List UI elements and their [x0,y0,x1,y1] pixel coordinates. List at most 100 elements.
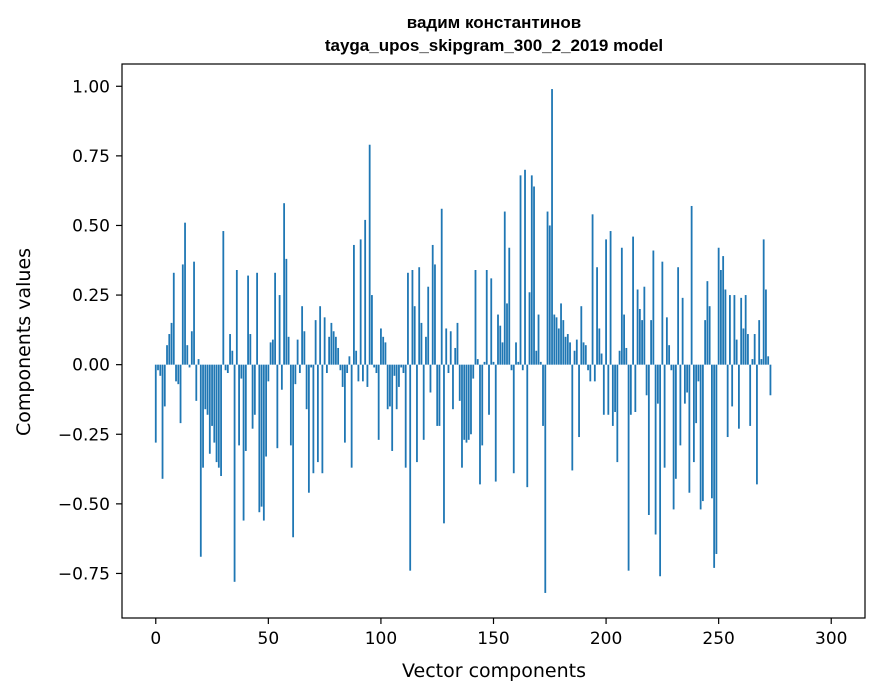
bar-196 [596,267,598,365]
bar-245 [706,281,709,365]
bar-102 [384,342,387,365]
bar-8 [172,272,175,365]
bar-164 [524,169,526,365]
bar-114 [411,270,414,365]
bar-148 [488,364,490,415]
bar-202 [609,231,612,365]
bar-238 [690,205,693,365]
bar-55 [278,295,281,365]
bar-254 [726,364,729,438]
y-axis-ticks: 1.00 0.75 0.50 0.25 0.00 −0.25 −0.50 −0.75 [58,77,122,584]
bar-189 [580,306,583,365]
bar-233 [679,364,682,446]
bar-139 [467,364,470,440]
bar-188 [578,364,580,438]
x-tick-label: 300 [815,629,847,649]
bar-260 [740,297,743,365]
bar-70 [312,364,315,474]
bar-96 [371,295,373,365]
bar-7 [170,322,173,365]
bar-269 [760,359,763,365]
bar-236 [686,364,689,393]
bar-175 [548,225,551,365]
y-tick-label: 0.00 [72,356,110,376]
bar-62 [294,364,297,385]
bar-144 [479,364,481,485]
bar-31 [224,364,227,371]
bar-147 [485,270,488,365]
bar-71 [314,320,317,365]
bar-138 [465,364,468,443]
bar-111 [404,364,407,468]
bar-193 [589,364,592,382]
bar-68 [307,364,310,493]
bar-157 [508,247,511,365]
bar-194 [591,214,594,365]
bar-267 [756,364,758,485]
bar-56 [280,364,283,390]
bar-6 [168,334,171,365]
bar-75 [323,317,326,365]
bar-72 [316,364,319,463]
bar-154 [501,342,504,365]
bar-209 [625,347,628,365]
bar-106 [393,364,396,376]
bar-163 [521,364,524,371]
bar-216 [641,320,643,365]
x-axis-ticks: 0 50 100 150 200 250 300 [150,618,847,649]
bar-184 [569,342,571,365]
bar-73 [319,306,322,365]
bar-47 [260,364,263,507]
bar-244 [704,320,707,365]
bar-66 [303,331,306,365]
x-tick-label: 200 [590,629,622,649]
bar-243 [701,364,704,502]
bar-152 [497,314,499,365]
plot-frame [121,63,866,619]
bar-170 [537,314,540,365]
bar-117 [418,267,421,365]
y-tick-label: −0.25 [58,425,110,445]
bar-40 [244,364,247,451]
bar-235 [683,364,686,404]
bar-64 [298,364,301,374]
bar-113 [409,364,412,571]
bar-222 [654,364,657,535]
bar-141 [472,364,475,379]
bar-237 [688,364,691,493]
bar-149 [490,278,493,365]
bar-203 [611,364,614,426]
bar-253 [724,289,727,365]
bar-190 [582,342,585,365]
bar-78 [330,322,333,365]
bar-15 [188,364,191,368]
bar-272 [767,356,770,365]
bar-105 [391,364,394,451]
bar-49 [265,364,267,457]
bar-169 [535,350,538,365]
bar-20 [199,364,202,557]
bar-167 [530,175,533,365]
bar-58 [285,258,288,365]
bar-145 [481,364,484,446]
bar-166 [528,292,531,365]
x-tick-label: 250 [702,629,734,649]
bar-136 [461,364,463,468]
bar-240 [695,364,698,424]
bar-218 [645,364,648,396]
bar-4 [163,364,166,407]
bar-129 [445,328,448,365]
bar-101 [382,336,385,365]
bar-28 [217,364,220,468]
bar-125 [436,364,439,426]
bar-121 [427,286,430,365]
bar-115 [413,306,416,365]
bar-45 [256,272,258,365]
bar-249 [715,364,718,554]
bar-34 [231,350,234,365]
bar-119 [422,364,425,440]
bar-22 [204,364,207,410]
bar-14 [186,345,189,365]
bar-192 [587,364,589,371]
